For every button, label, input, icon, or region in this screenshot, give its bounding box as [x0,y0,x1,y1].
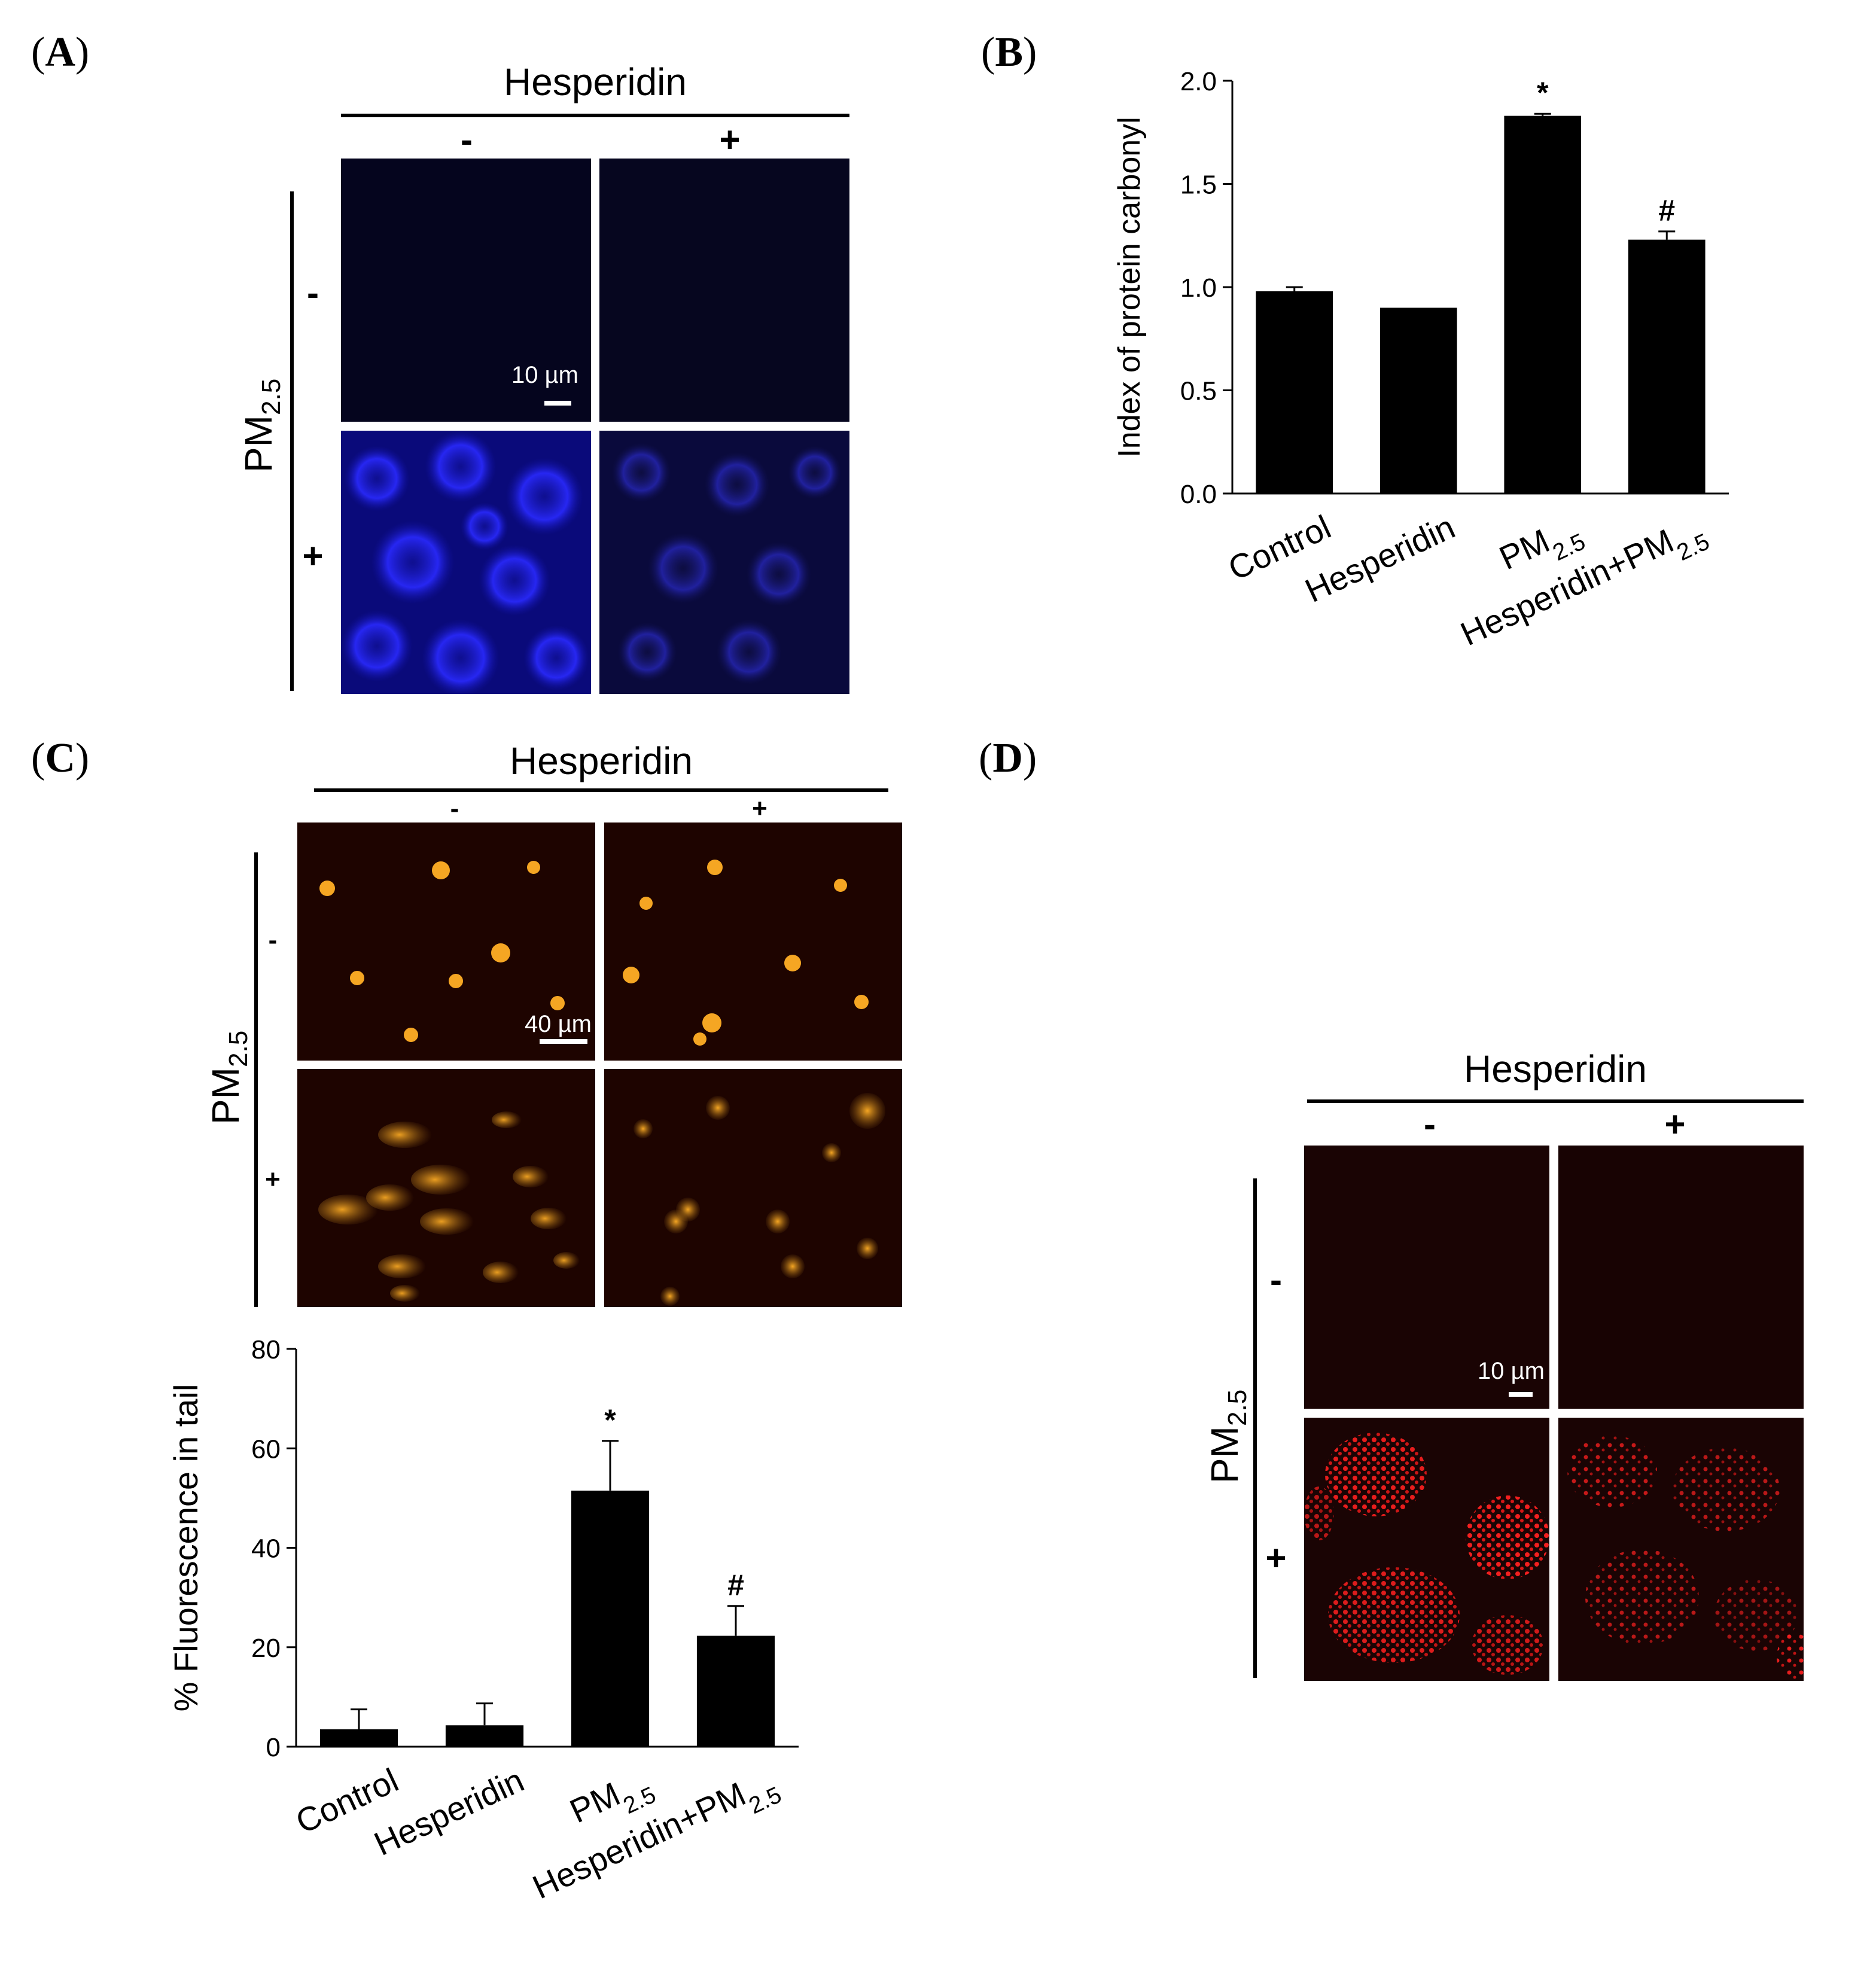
panel-d-col-minus: - [1424,1104,1436,1144]
panel-a-image-hesperidin [599,159,849,422]
panel-d-image-control: 10 µm [1304,1146,1549,1409]
bar [319,1729,398,1747]
panel-label-a: (A) [31,29,90,75]
panel-a-row-minus: - [307,273,319,313]
significance-marker: # [727,1568,744,1602]
panel-d-hesperidin-title: Hesperidin [1464,1047,1647,1090]
panel-c-scale-text: 40 µm [525,1011,592,1037]
y-tick-label: 0 [266,1733,281,1762]
panel-a-image-pm25 [341,431,591,694]
panel-c-row-plus: + [265,1165,281,1194]
panel-b-bar-chart: 0.0 0.5 1.0 1.5 2.0 Index of protein carbonyl… [1112,67,1729,663]
panel-d-scale-text: 10 µm [1478,1358,1545,1384]
panel-a-col-plus: + [719,120,741,160]
panel-a-pm-label: PM2.5 [237,378,286,473]
panel-a-pm-line [290,191,294,691]
panel-d-col-plus: + [1664,1104,1686,1144]
y-tick-label: 2.0 [1180,67,1217,96]
significance-marker: # [1658,194,1675,227]
panel-a-col-minus: - [461,120,473,160]
panel-c-image-hesperidin-pm25 [604,1069,902,1307]
panel-c-scale-bar [540,1039,587,1044]
panel-c-image-pm25 [297,1069,595,1307]
panel-d-pm-label: PM2.5 [1203,1389,1252,1483]
panel-label-c: (C) [31,735,90,781]
panel-d-row-plus: + [1265,1538,1287,1578]
panel-label-d: (D) [979,735,1037,781]
panel-c-row-minus: - [268,925,278,955]
y-tick-label: 1.0 [1180,273,1217,303]
panel-a-image-hesperidin-pm25 [599,431,849,694]
y-tick-label: 0.0 [1180,480,1217,509]
category-label: Hesperidin+PM2.5 [527,1761,785,1916]
y-axis-label: % Fluorescence in tail [167,1384,205,1712]
significance-marker: * [604,1403,616,1437]
bar [696,1635,775,1747]
panel-a-image-control: 10 µm [341,159,591,422]
panel-d-pm-line [1253,1178,1257,1678]
bar [571,1490,650,1747]
y-tick-label: 20 [251,1634,281,1663]
bar [1504,115,1582,494]
panel-c-col-minus: - [450,794,459,823]
y-tick-label: 80 [251,1335,281,1364]
panel-d-image-hesperidin-pm25 [1558,1418,1804,1681]
panel-a-scale-text: 10 µm [511,362,578,388]
panel-a-row-plus: + [302,536,324,576]
panel-d-treatment-line [1307,1099,1804,1103]
panel-c-col-plus: + [752,794,768,823]
y-axis-label: Index of protein carbonyl [1112,117,1147,457]
y-tick-label: 60 [251,1434,281,1464]
bar [1628,239,1706,494]
panel-c-pm-line [254,852,258,1307]
panel-c-pm-label: PM2.5 [204,1030,253,1125]
y-tick-label: 40 [251,1534,281,1564]
panel-c-hesperidin-title: Hesperidin [510,739,693,782]
category-label: Hesperidin+PM2.5 [1455,508,1713,663]
panel-a-hesperidin-title: Hesperidin [504,60,687,103]
bar [1379,307,1457,494]
panel-c-treatment-line [314,788,888,792]
y-tick-label: 1.5 [1180,170,1217,200]
panel-d-image-pm25 [1304,1418,1549,1681]
panel-d-row-minus: - [1270,1260,1282,1300]
significance-marker: * [1537,76,1549,109]
bar [445,1725,524,1747]
y-tick-label: 0.5 [1180,377,1217,406]
panel-a-treatment-line [341,114,849,117]
panel-c-image-control: 40 µm [297,822,595,1061]
panel-label-b: (B) [981,29,1037,75]
panel-d-image-hesperidin [1558,1146,1804,1409]
bar [1256,291,1333,494]
panel-d-scale-bar [1509,1392,1533,1397]
panel-a-scale-bar [544,401,571,406]
panel-c-image-hesperidin [604,822,902,1061]
